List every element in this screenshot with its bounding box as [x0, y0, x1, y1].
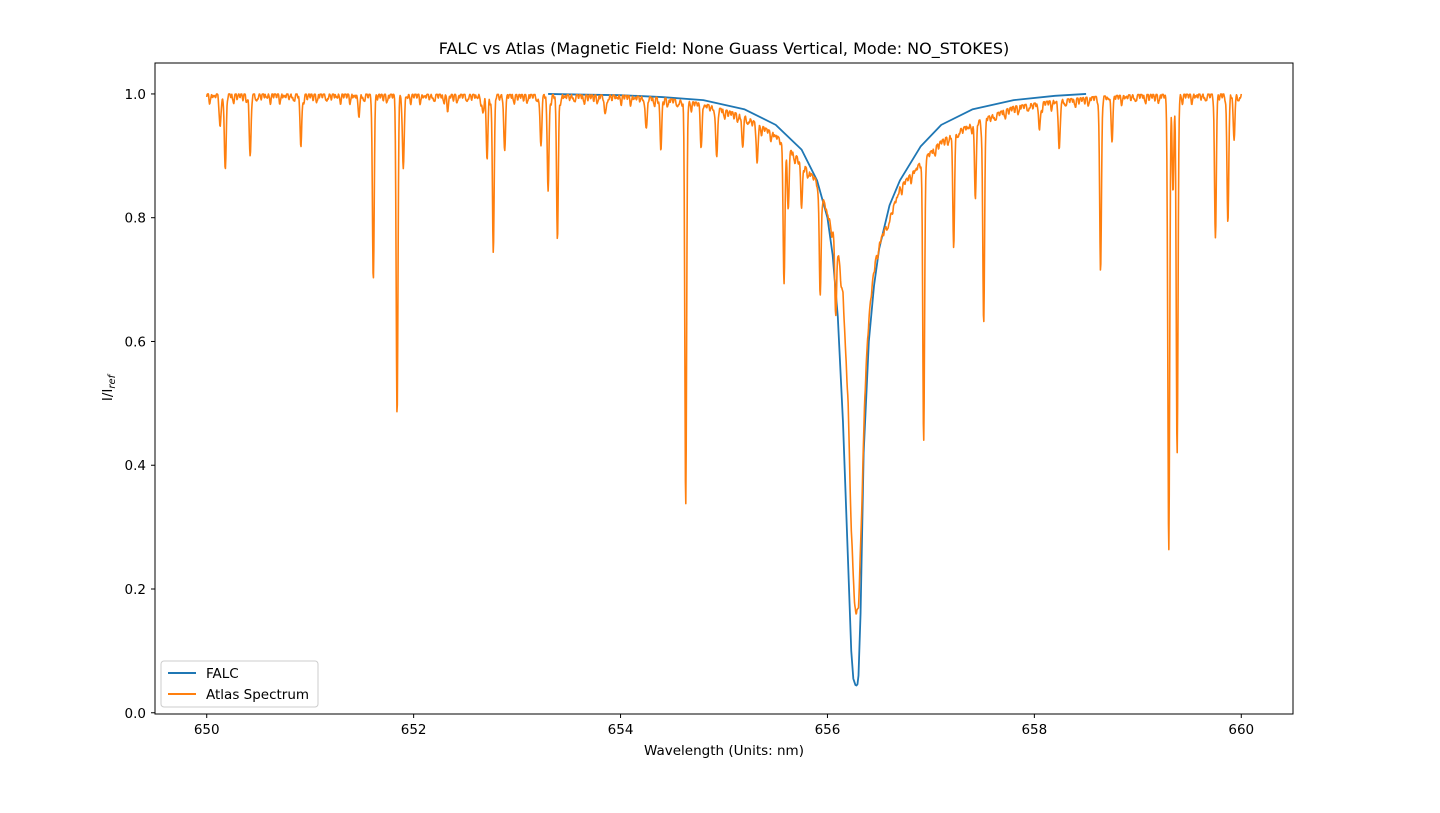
- chart-title: FALC vs Atlas (Magnetic Field: None Guas…: [439, 39, 1010, 59]
- y-axis: 0.0 0.2 0.4 0.6 0.8 1.0: [125, 87, 155, 722]
- y-tick-label: 0.2: [125, 582, 146, 598]
- y-tick-label: 1.0: [125, 87, 146, 103]
- legend-label-falc: FALC: [206, 666, 239, 682]
- plot-frame: [154, 62, 1294, 715]
- series-line-atlas-spectrum: [205, 93, 1243, 615]
- y-tick-label: 0.0: [125, 706, 146, 722]
- series-layer: [205, 93, 1243, 687]
- x-tick-label: 660: [1228, 722, 1254, 738]
- x-tick-label: 654: [608, 722, 634, 738]
- x-tick-label: 656: [815, 722, 841, 738]
- y-tick-label: 0.6: [125, 334, 146, 350]
- x-tick-label: 652: [401, 722, 427, 738]
- y-axis-label-main: I/I: [100, 389, 116, 402]
- x-tick-label: 650: [194, 722, 220, 738]
- x-tick-label: 658: [1021, 722, 1047, 738]
- y-tick-label: 0.8: [125, 211, 146, 227]
- y-axis-label-subscript: ref: [107, 373, 118, 388]
- x-axis-label: Wavelength (Units: nm): [644, 743, 804, 759]
- legend-label-atlas-spectrum: Atlas Spectrum: [206, 687, 309, 703]
- y-axis-label: I/Iref: [100, 373, 118, 401]
- legend-box: [160, 660, 319, 708]
- x-axis: 650 652 654 656 658 660: [194, 714, 1254, 738]
- y-tick-label: 0.4: [125, 458, 146, 474]
- legend: FALC Atlas Spectrum: [160, 660, 319, 708]
- series-line-falc: [548, 93, 1087, 687]
